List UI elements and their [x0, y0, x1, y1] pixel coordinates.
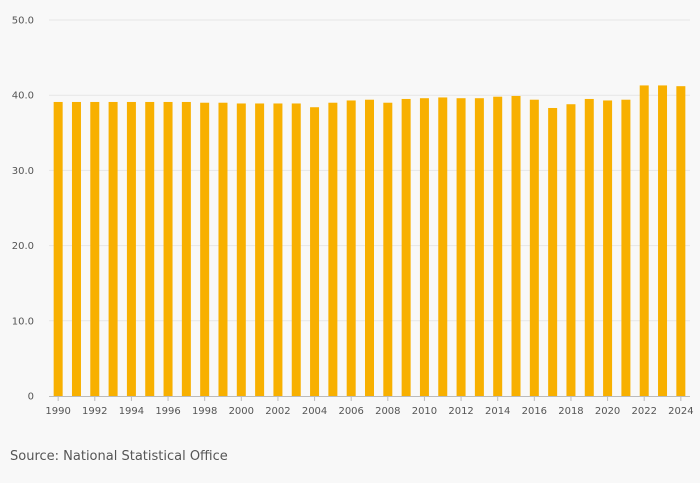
- x-tick-label: 2010: [412, 406, 437, 417]
- bar-2024: [676, 86, 686, 397]
- bar-2011: [438, 97, 448, 397]
- bar-1991: [71, 101, 81, 396]
- y-tick-label: 20.0: [12, 241, 34, 252]
- y-tick-label: 40.0: [12, 91, 34, 102]
- x-tick-label: 1992: [82, 406, 107, 417]
- bar-2010: [419, 98, 429, 396]
- x-tick-label: 2008: [375, 406, 400, 417]
- bar-2019: [584, 98, 594, 397]
- x-tick-label: 1996: [155, 406, 180, 417]
- bar-2000: [236, 103, 246, 397]
- bar-2013: [474, 98, 484, 396]
- x-tick-label: 1994: [119, 406, 144, 417]
- x-tick-label: 1990: [45, 406, 70, 417]
- y-tick-label: 0: [28, 392, 34, 403]
- bar-2005: [328, 102, 338, 396]
- bar-2004: [310, 107, 320, 397]
- x-tick-label: 2000: [229, 406, 254, 417]
- bar-1998: [200, 102, 210, 396]
- bar-2012: [456, 98, 466, 396]
- x-tick-label: 2014: [485, 406, 510, 417]
- x-tick-label: 2002: [265, 406, 290, 417]
- bar-1995: [145, 101, 155, 396]
- bar-2016: [529, 99, 539, 396]
- x-tick-label: 2022: [631, 406, 656, 417]
- bar-2007: [365, 99, 374, 396]
- y-tick-label: 30.0: [12, 166, 34, 177]
- bar-chart: 0 10.0 20.0 30.0 40.0 50.0 1990 1992 1994 1996 199…: [12, 16, 694, 418]
- bar-2008: [383, 102, 393, 396]
- x-tick-label: 2006: [338, 406, 363, 417]
- bar-2022: [639, 85, 649, 396]
- bar-2006: [346, 100, 356, 397]
- y-tick-label: 10.0: [12, 316, 34, 327]
- x-tick-label: 2012: [448, 406, 473, 417]
- x-tick-label: 2004: [302, 406, 327, 417]
- bar-1992: [90, 101, 100, 396]
- bar-2009: [401, 98, 411, 397]
- bar-2015: [511, 95, 521, 397]
- y-tick-label: 50.0: [12, 16, 34, 27]
- x-tick-label: 2018: [558, 406, 583, 417]
- bar-1996: [163, 101, 173, 396]
- bar-2017: [548, 107, 558, 396]
- x-tick-label: 2024: [668, 406, 693, 417]
- bar-1990: [53, 101, 63, 396]
- axis-layer: 0 10.0 20.0 30.0 40.0 50.0 1990 1992 1994 1996 199…: [12, 16, 694, 418]
- bar-2020: [603, 100, 613, 397]
- bar-1999: [218, 102, 228, 396]
- bar-1994: [126, 101, 136, 396]
- bar-2014: [493, 96, 503, 396]
- source-note: Source: National Statistical Office: [10, 449, 228, 464]
- bar-2003: [291, 103, 301, 397]
- bars-layer: [53, 85, 686, 397]
- x-tick-label: 2020: [595, 406, 620, 417]
- bar-2021: [621, 99, 631, 396]
- bar-1997: [181, 101, 191, 396]
- x-tick-label: 1998: [192, 406, 217, 417]
- bar-2001: [255, 103, 265, 397]
- bar-2018: [566, 104, 576, 396]
- bar-2023: [658, 85, 668, 396]
- x-tick-label: 2016: [522, 406, 547, 417]
- bar-1993: [108, 101, 118, 396]
- bar-2002: [273, 103, 283, 397]
